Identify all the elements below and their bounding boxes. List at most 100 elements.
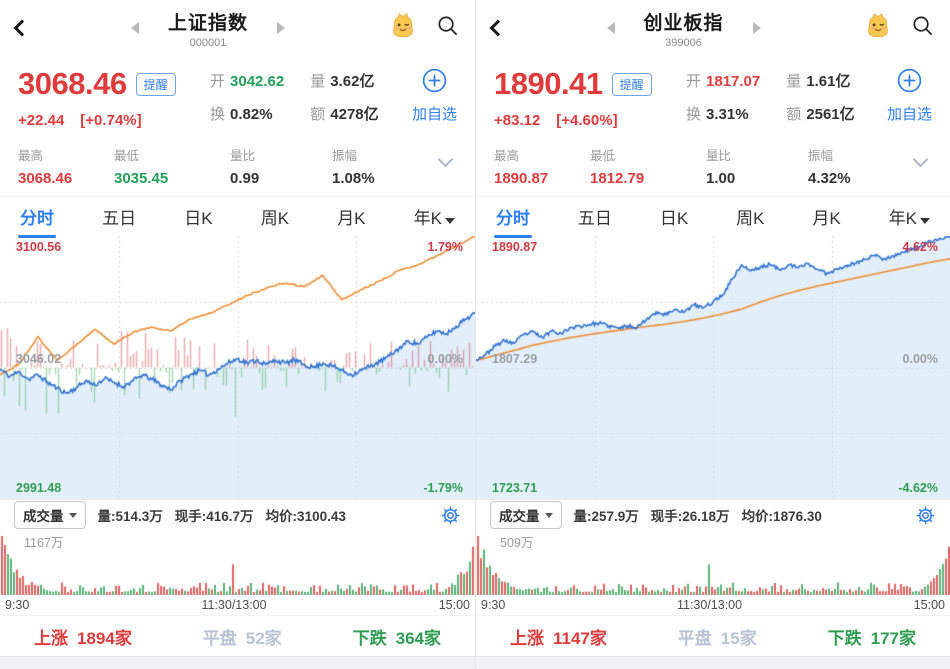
search-icon[interactable] (436, 14, 459, 42)
volume-value: 1.61亿 (806, 73, 851, 90)
tab-timeshare[interactable]: 分时 (494, 195, 532, 238)
market-breadth: 上涨 1894家 平盘 52家 下跌 364家 (0, 615, 475, 656)
mascot-icon[interactable] (863, 11, 893, 46)
timeshare-chart-area: 3100.56 1.79% 3046.02 0.00% 2991.48 -1.7… (0, 236, 475, 499)
quote-section: 3068.46 提醒 +22.44 [+0.74%] 开 3042.62 量 3.6… (0, 56, 475, 196)
unchanged: 平盘 52家 (203, 624, 282, 649)
time-axis: 9:30 11:30/13:00 15:00 (0, 595, 475, 615)
tab-yearly-k[interactable]: 年K (412, 195, 457, 238)
timeshare-chart[interactable] (476, 236, 950, 499)
alert-badge[interactable]: 提醒 (135, 72, 176, 96)
amplitude-value: 1.08% (332, 170, 375, 187)
expand-quote-icon[interactable] (437, 151, 454, 167)
volume-ratio-label: 量比 (706, 149, 732, 163)
open-value: 1817.07 (706, 73, 761, 90)
mascot-icon[interactable] (388, 11, 418, 46)
tab-weekly-k[interactable]: 周K (736, 209, 765, 228)
chart-mid-label: 1807.29 (492, 351, 538, 366)
back-icon[interactable] (489, 19, 507, 37)
chart-mid-label: 3046.02 (16, 351, 62, 366)
add-watchlist-button[interactable]: 加自选 (412, 66, 457, 124)
volume-max-label: 1167万 (24, 536, 64, 550)
bottom-spacer (0, 656, 475, 669)
advancers-label: 上涨 (510, 628, 544, 648)
chart-low-pct-label: -1.79% (423, 481, 463, 495)
tab-timeshare[interactable]: 分时 (18, 195, 56, 238)
chart-low-label: 1723.71 (492, 481, 538, 495)
advancers: 上涨 1147家 (510, 624, 607, 649)
low-value: 3035.45 (114, 170, 169, 187)
volume-max-label: 509万 (500, 536, 534, 550)
tab-weekly-k[interactable]: 周K (260, 209, 290, 228)
gear-icon[interactable] (915, 505, 936, 526)
prev-index-icon[interactable] (606, 22, 615, 34)
tab-monthly-k[interactable]: 月K (812, 209, 841, 228)
amount-value: 2561亿 (806, 106, 855, 123)
period-tabs: 分时 五日 日K 周K 月K 年K (476, 195, 950, 238)
unchanged-label: 平盘 (202, 628, 237, 648)
volume-label: 量 (786, 73, 802, 90)
last-price: 3068.46 (18, 66, 127, 101)
header-bar: 创业板指 399006 (476, 0, 950, 56)
tab-daily-k[interactable]: 日K (659, 209, 689, 228)
amplitude-label: 振幅 (332, 149, 358, 163)
low-label: 最低 (590, 149, 616, 163)
expand-quote-icon[interactable] (912, 151, 929, 167)
low-label: 最低 (114, 149, 140, 163)
volume-label: 量 (310, 73, 326, 90)
high-label: 最高 (494, 149, 520, 163)
time-axis: 9:30 11:30/13:00 15:00 (476, 595, 950, 615)
bottom-spacer (476, 656, 950, 669)
volume-chart[interactable] (476, 530, 950, 595)
add-watchlist-button[interactable]: 加自选 (887, 66, 932, 124)
volume-chart[interactable] (0, 530, 475, 595)
back-icon[interactable] (13, 19, 31, 37)
decliners-label: 下跌 (352, 628, 387, 648)
price-change: +83.12 [+4.60%] (494, 112, 686, 129)
gear-icon[interactable] (440, 505, 461, 526)
tab-monthly-k[interactable]: 月K (337, 209, 366, 228)
tab-five-day[interactable]: 五日 (102, 209, 137, 228)
search-icon[interactable] (911, 14, 934, 42)
chart-high-pct-label: 4.62% (902, 240, 938, 254)
high-value: 3068.46 (18, 170, 73, 187)
time-close: 15:00 (438, 598, 470, 612)
change-value: +22.44 (18, 112, 65, 129)
header-bar: 上证指数 000001 (0, 0, 475, 56)
tab-five-day[interactable]: 五日 (577, 209, 612, 228)
alert-badge[interactable]: 提醒 (611, 72, 652, 96)
last-price: 1890.41 (494, 66, 603, 101)
change-percent: [+4.60%] (556, 112, 618, 129)
tab-yearly-k[interactable]: 年K (887, 195, 932, 238)
plus-circle-icon (422, 68, 447, 93)
indicator-dropdown[interactable]: 成交量 (14, 501, 86, 529)
open-label: 开 (686, 73, 702, 90)
dropdown-arrow-icon (544, 512, 553, 518)
volume-info: 量:257.9万 (573, 509, 639, 524)
low-value: 1812.79 (590, 170, 645, 187)
turnover-label: 换 (210, 106, 226, 123)
next-index-icon[interactable] (277, 22, 285, 34)
avg-price-info: 均价:3100.43 (265, 509, 346, 524)
advancers-label: 上涨 (34, 628, 68, 648)
advancers-count: 1147家 (553, 628, 607, 648)
index-panel: 创业板指 399006 (475, 0, 950, 669)
index-title: 上证指数 (167, 12, 248, 34)
add-watchlist-label: 加自选 (411, 106, 457, 123)
decliners: 下跌 364家 (353, 624, 441, 649)
volume-chart-area: 509万 (476, 530, 950, 595)
next-index-icon[interactable] (752, 22, 761, 34)
volume-ratio-value: 1.00 (706, 170, 736, 187)
timeshare-chart[interactable] (0, 236, 475, 499)
indicator-dropdown-label: 成交量 (499, 509, 540, 524)
prev-index-icon[interactable] (131, 22, 139, 34)
tab-daily-k[interactable]: 日K (184, 209, 213, 228)
chart-low-pct-label: -4.62% (898, 481, 938, 495)
indicator-dropdown[interactable]: 成交量 (490, 501, 562, 529)
amount-label: 额 (786, 106, 802, 123)
open-value: 3042.62 (230, 73, 285, 90)
high-label: 最高 (18, 149, 44, 163)
timeshare-chart-area: 1890.87 4.62% 1807.29 0.00% 1723.71 -4.6… (476, 236, 950, 499)
volume-toolbar: 成交量 量:257.9万 现手:26.18万 均价:1876.30 (476, 499, 950, 530)
